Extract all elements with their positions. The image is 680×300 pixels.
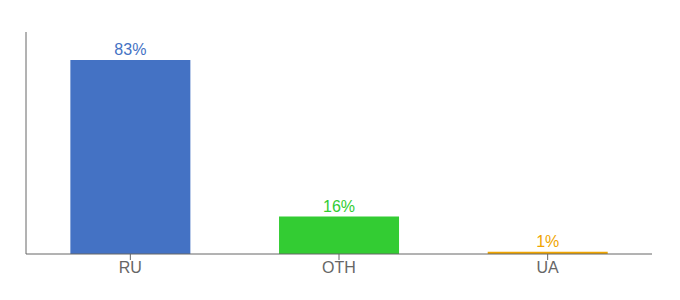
svg-text:OTH: OTH — [322, 259, 356, 276]
svg-text:RU: RU — [119, 259, 142, 276]
svg-text:UA: UA — [537, 259, 560, 276]
svg-text:83%: 83% — [114, 41, 146, 58]
svg-text:1%: 1% — [536, 233, 559, 250]
svg-text:16%: 16% — [323, 198, 355, 215]
